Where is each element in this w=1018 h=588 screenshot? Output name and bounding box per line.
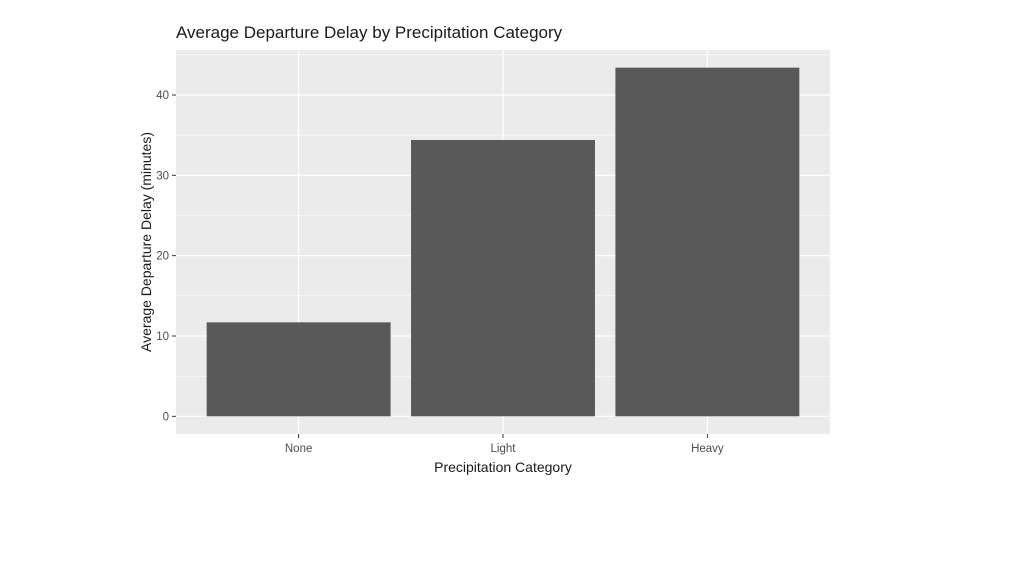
bar-none bbox=[206, 322, 391, 417]
x-axis-title: Precipitation Category bbox=[434, 459, 572, 475]
y-tick-label: 30 bbox=[156, 170, 169, 182]
x-tick-label: Light bbox=[491, 443, 517, 455]
bar-heavy bbox=[615, 67, 800, 417]
y-tick-label: 20 bbox=[156, 251, 169, 263]
bar-light bbox=[411, 139, 595, 417]
y-axis: 0 10 20 30 40 bbox=[156, 90, 176, 423]
bars bbox=[206, 67, 800, 417]
y-tick-label: 10 bbox=[156, 331, 169, 343]
x-axis: None Light Heavy bbox=[285, 434, 724, 455]
chart-title: Average Departure Delay by Precipitation… bbox=[176, 23, 563, 42]
x-tick-label: Heavy bbox=[691, 443, 724, 455]
y-tick-label: 40 bbox=[156, 90, 169, 102]
y-axis-title: Average Departure Delay (minutes) bbox=[138, 132, 154, 352]
y-tick-label: 0 bbox=[163, 411, 169, 423]
x-tick-label: None bbox=[285, 443, 313, 455]
